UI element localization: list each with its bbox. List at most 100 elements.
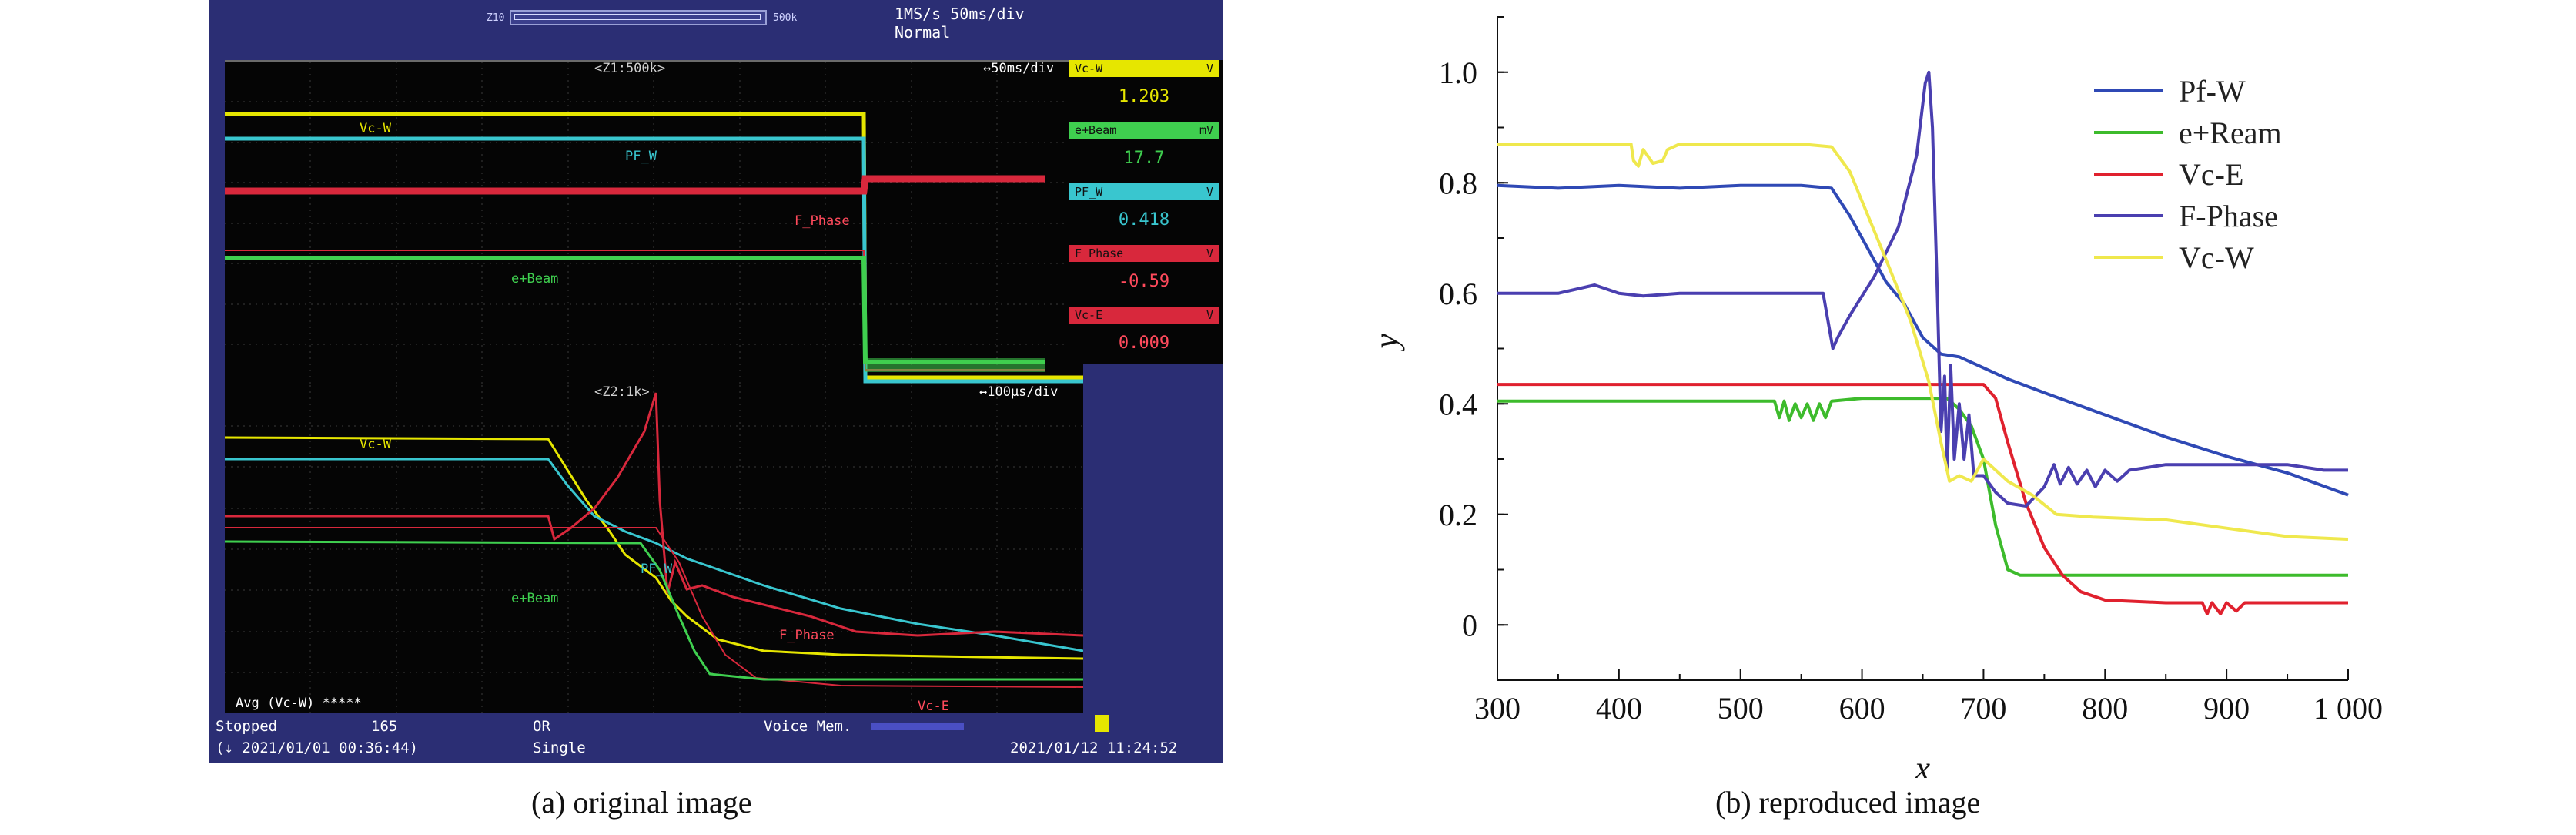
readout-vc-e: Vc-E V 0.009 — [1069, 307, 1219, 367]
y-tick-label: 0.8 — [1439, 166, 1477, 200]
trigger-mode: OR — [533, 718, 550, 735]
readout-name: PF_W — [1075, 185, 1103, 199]
x-axis-title: x — [1915, 749, 1931, 778]
readout-name: F_Phase — [1075, 246, 1124, 260]
zoom-label-pfw: PF_W — [641, 562, 673, 577]
legend-label-f-phase: F-Phase — [2179, 199, 2278, 233]
readout-unit: V — [1206, 308, 1213, 322]
y-tick-label: 0.4 — [1439, 387, 1477, 421]
readout-vc-w: Vc-W V 1.203 — [1069, 60, 1219, 120]
overview-zoom-label: <Z1:500k> — [594, 62, 665, 76]
legend-label-pf-w: Pf-W — [2179, 74, 2246, 109]
end-timestamp: 2021/01/12 11:24:52 — [1010, 739, 1178, 756]
scope-status-bar: Stopped 165 (↓ 2021/01/01 00:36:44) OR S… — [209, 713, 1223, 763]
acq-count: 165 — [371, 718, 398, 735]
acq-mode: Normal — [895, 23, 951, 42]
zoom-bar[interactable] — [510, 10, 767, 25]
start-timestamp: (↓ 2021/01/01 00:36:44) — [216, 739, 419, 756]
legend-label-vc-e: Vc-E — [2179, 157, 2243, 192]
overview-label-vcw: Vc-W — [360, 121, 392, 136]
y-tick-label: 1.0 — [1439, 55, 1477, 90]
legend-label-e-ream: e+Ream — [2179, 116, 2282, 150]
overview-waveforms: <Z1:500k> ↔50ms/div Vc-W PF_W F_Phase e+… — [225, 61, 1083, 385]
zoom-left-label: Z10 — [487, 12, 505, 24]
readout-header: e+Beam mV — [1069, 122, 1219, 139]
zoom-trace-vcw — [224, 436, 1084, 660]
readout-name: Vc-W — [1075, 62, 1103, 75]
series-line-pf-w — [1497, 183, 2349, 497]
x-tick-label: 900 — [2203, 691, 2250, 726]
zoom-label-vcw: Vc-W — [360, 437, 392, 452]
sample-rate: 1MS/s 50ms/div Normal — [895, 5, 1025, 42]
voice-memo[interactable]: Voice Mem. — [764, 718, 852, 735]
legend-label-vc-w: Vc-W — [2179, 240, 2254, 275]
trigger-icon — [1095, 715, 1109, 732]
x-tick-label: 500 — [1718, 691, 1764, 726]
readout-value: -0.59 — [1118, 272, 1170, 291]
chart-series — [1497, 70, 2349, 615]
readout-name: e+Beam — [1075, 123, 1117, 137]
x-tick-label: 700 — [1960, 691, 2006, 726]
overview-trace-ebeam — [225, 256, 1045, 364]
overview-grid — [225, 62, 1083, 385]
chart-legend: Pf-W e+Ream Vc-E F-Phase Vc-W — [2094, 74, 2282, 275]
zoom-label-fphase: F_Phase — [779, 628, 835, 643]
overview-label-ebeam: e+Beam — [511, 271, 558, 287]
readout-value: 1.203 — [1118, 87, 1170, 106]
zoom-right-label: 500k — [773, 12, 798, 24]
x-tick-label: 300 — [1474, 691, 1521, 726]
overview-label-fphase: F_Phase — [795, 213, 850, 229]
zoom-waveforms: <Z2:1k> ↔100μs/div Vc-W PF_W F_Phase e+B… — [224, 384, 1084, 714]
readout-header: F_Phase V — [1069, 245, 1219, 262]
series-line-vc-w — [1497, 143, 2349, 541]
measurement-readouts: Vc-W V 1.203 e+Beam mV 17.7 PF_W V 0.418 F_Phase V… — [1069, 60, 1223, 364]
zoom-panel-label: <Z2:1k> — [594, 385, 650, 400]
series-line-vc-e — [1497, 383, 2348, 615]
overview-trace-vce — [225, 250, 1045, 371]
overview-trace-fphase — [225, 175, 1045, 195]
readout-value: 17.7 — [1123, 149, 1165, 168]
reproduced-chart: 300 400 500 600 700 800 900 1 000 0 0.2 0.4 0.6 0.8 1… — [1367, 16, 2383, 778]
chart-axes: 300 400 500 600 700 800 900 1 000 0 0.2 0.4 0.6 0.8 1… — [1439, 16, 2383, 726]
readout-pf-w: PF_W V 0.418 — [1069, 183, 1219, 243]
scope-panel-overview: <Z1:500k> ↔50ms/div Vc-W PF_W F_Phase e+… — [225, 60, 1083, 385]
readout-name: Vc-E — [1075, 308, 1103, 322]
zoom-trace-vce — [225, 527, 1084, 688]
zoom-grid — [225, 385, 1083, 713]
voice-memo-bar — [871, 723, 964, 730]
readout-unit: mV — [1199, 123, 1213, 137]
zoom-trace-pfw — [225, 458, 1084, 652]
zoom-timebase: ↔100μs/div — [979, 385, 1058, 400]
x-tick-label: 400 — [1596, 691, 1642, 726]
zoom-label-ebeam: e+Beam — [511, 591, 558, 606]
overview-timebase: ↔50ms/div — [983, 62, 1054, 76]
readout-header: Vc-W V — [1069, 60, 1219, 77]
y-tick-label: 0.2 — [1439, 498, 1477, 532]
zoom-trace-ebeam — [224, 540, 1083, 681]
scope-header: Z10 500k 1MS/s 50ms/div Normal — [209, 0, 1223, 54]
y-axis-title: y — [1367, 334, 1405, 352]
series-line-f-phase — [1497, 70, 2348, 508]
readout-unit: V — [1206, 246, 1213, 260]
overview-post-trigger-band — [865, 358, 1045, 372]
readout-header: Vc-E V — [1069, 307, 1219, 324]
x-tick-label: 600 — [1839, 691, 1885, 726]
overview-label-pfw: PF_W — [625, 149, 657, 164]
oscilloscope-screen: Z10 500k 1MS/s 50ms/div Normal <Z1:500k>… — [209, 0, 1223, 763]
zoom-trace-fphase — [225, 392, 1084, 637]
y-tick-label: 0.6 — [1439, 277, 1477, 311]
y-tick-label: 0 — [1462, 608, 1477, 642]
readout-unit: V — [1206, 185, 1213, 199]
zoom-window[interactable] — [514, 14, 761, 20]
readout-value: 0.009 — [1118, 334, 1170, 353]
readout-unit: V — [1206, 62, 1213, 75]
avg-indicator: Avg (Vc-W) ***** — [236, 696, 362, 711]
trigger-type: Single — [533, 739, 586, 756]
acq-status: Stopped — [216, 718, 278, 735]
zoom-label-vce: Vc-E — [918, 699, 949, 713]
caption-left: (a) original image — [531, 785, 752, 820]
caption-right: (b) reproduced image — [1715, 785, 1981, 820]
x-tick-label: 1 000 — [2313, 691, 2383, 726]
readout-e-beam: e+Beam mV 17.7 — [1069, 122, 1219, 182]
scope-panel-zoom: <Z2:1k> ↔100μs/div Vc-W PF_W F_Phase e+B… — [224, 384, 1084, 714]
